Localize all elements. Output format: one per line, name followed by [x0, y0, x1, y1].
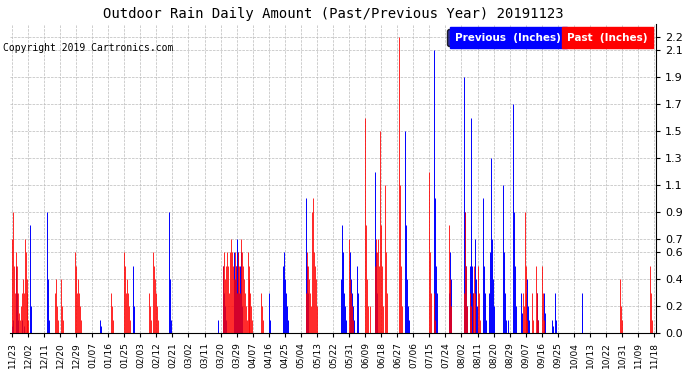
Title: Outdoor Rain Daily Amount (Past/Previous Year) 20191123: Outdoor Rain Daily Amount (Past/Previous… [103, 7, 563, 21]
Legend: Previous  (Inches), Past  (Inches): Previous (Inches), Past (Inches) [447, 29, 651, 46]
Text: Copyright 2019 Cartronics.com: Copyright 2019 Cartronics.com [3, 43, 174, 52]
